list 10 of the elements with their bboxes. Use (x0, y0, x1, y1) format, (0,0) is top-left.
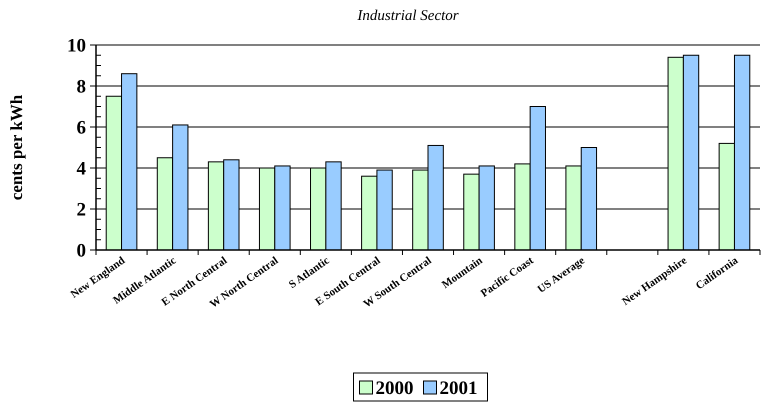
chart-title: Industrial Sector (356, 8, 459, 24)
y-tick-label: 10 (67, 36, 86, 57)
y-tick-label: 4 (76, 158, 86, 180)
y-tick-label: 2 (76, 200, 86, 221)
legend-label: 2000 (376, 378, 414, 399)
y-tick-label: 0 (76, 240, 86, 262)
y-tick-label: 6 (76, 118, 86, 139)
y-axis-title: cents per kWh (7, 94, 26, 200)
legend-label: 2001 (440, 378, 478, 399)
y-tick-label: 8 (76, 76, 86, 98)
